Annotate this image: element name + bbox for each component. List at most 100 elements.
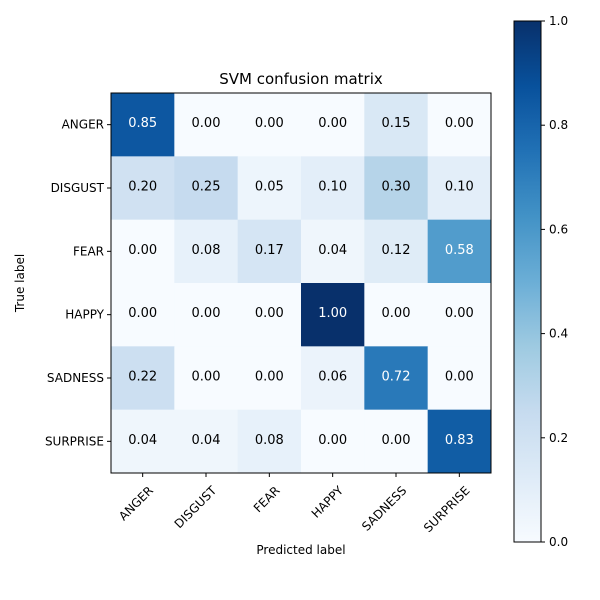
heatmap-cell [174,409,239,474]
x-tick-label: FEAR [251,483,283,515]
heatmap-cell [174,219,239,284]
heatmap-cell [427,409,492,474]
cell-value-label: 0.08 [255,433,284,448]
heatmap-cell [301,283,365,347]
heatmap-cell [301,219,365,284]
cell-value-label: 1.00 [318,306,347,321]
cell-value-label: 0.10 [318,180,347,195]
x-tick-label: ANGER [116,483,156,523]
cell-value-label: 0.72 [382,370,411,385]
heatmap-cell [111,346,175,411]
cell-value-label: 0.00 [128,306,157,321]
heatmap-cell [427,346,492,411]
heatmap-cell [301,156,365,221]
colorbar-tick-label: 0.4 [549,327,568,341]
cell-value-label: 0.04 [318,243,347,258]
y-tick-label: FEAR [73,244,104,258]
cell-value-label: 0.00 [445,306,474,321]
x-tick-label: SADNESS [359,483,409,533]
y-tick-label: DISGUST [51,181,105,195]
y-axis-label: True label [13,254,27,313]
y-tick-label: SADNESS [47,371,104,385]
heatmap-cell [301,93,365,157]
heatmap-cell [364,93,429,157]
cell-value-label: 0.00 [445,116,474,131]
heatmap-cell [364,219,429,284]
heatmap-cell [111,93,175,157]
x-axis-label: Predicted label [256,543,345,557]
cell-value-label: 0.00 [382,433,411,448]
colorbar-tick-label: 0.6 [549,222,568,236]
heatmap-cell [364,346,429,411]
heatmap-cell [111,156,175,221]
heatmap-cells: 0.85 0.00 0.00 0.00 0.15 0.00 0.20 0.25 0.05 0.10… [111,93,492,474]
heatmap-cell [427,219,492,284]
cell-value-label: 0.06 [318,370,347,385]
heatmap-cell [364,283,429,347]
cell-value-label: 0.08 [192,243,221,258]
heatmap-cell [427,93,492,157]
cell-value-label: 0.25 [192,180,221,195]
colorbar-tick-label: 0.2 [549,431,568,445]
colorbar-tick-label: 1.0 [549,14,568,28]
cell-value-label: 0.00 [192,370,221,385]
x-tick-label: SURPRISE [421,483,473,535]
heatmap-cell [111,283,175,347]
heatmap-cell [174,93,239,157]
colorbar-ticks: 0.0 0.2 0.4 0.6 0.8 1.0 [541,14,568,549]
colorbar [513,20,542,543]
heatmap-cell [364,156,429,221]
cell-value-label: 0.00 [318,433,347,448]
cell-value-label: 0.04 [128,433,157,448]
heatmap-cell [174,156,239,221]
heatmap-cell [237,409,302,474]
y-axis-ticks: ANGER DISGUST FEAR HAPPY SADNESS SURPRISE [45,118,111,448]
cell-value-label: 0.00 [255,306,284,321]
x-axis-ticks: ANGER DISGUST FEAR HAPPY SADNESS SURPRISE [116,473,473,535]
heatmap-cell [174,283,239,347]
cell-value-label: 0.00 [128,243,157,258]
cell-value-label: 0.00 [445,370,474,385]
heatmap-cell [111,409,175,474]
heatmap-cell [237,346,302,411]
cell-value-label: 0.00 [318,116,347,131]
y-tick-label: SURPRISE [45,434,104,448]
cell-value-label: 0.83 [445,433,474,448]
cell-value-label: 0.10 [445,180,474,195]
chart-title: SVM confusion matrix [219,70,383,88]
cell-value-label: 0.30 [382,180,411,195]
cell-value-label: 0.58 [445,243,474,258]
heatmap-cell [111,219,175,284]
colorbar-tick-label: 0.0 [549,535,568,549]
cell-value-label: 0.00 [255,116,284,131]
heatmap-cell [237,283,302,347]
x-tick-label: HAPPY [309,483,347,521]
heatmap-cell [301,346,365,411]
cell-value-label: 0.22 [128,370,157,385]
cell-value-label: 0.00 [192,116,221,131]
cell-value-label: 0.05 [255,180,284,195]
cell-value-label: 0.17 [255,243,284,258]
cell-value-label: 0.15 [382,116,411,131]
y-tick-label: ANGER [62,118,104,132]
heatmap-cell [237,156,302,221]
cell-value-label: 0.04 [192,433,221,448]
x-tick-label: DISGUST [172,483,220,531]
heatmap-cell [427,283,492,347]
cell-value-label: 0.00 [255,370,284,385]
cell-value-label: 0.00 [382,306,411,321]
heatmap-cell [237,219,302,284]
cell-value-label: 0.00 [192,306,221,321]
colorbar-tick-label: 0.8 [549,118,568,132]
heatmap-cell [364,409,429,474]
heatmap-cell [237,93,302,157]
cell-value-label: 0.12 [382,243,411,258]
cell-value-label: 0.20 [128,180,157,195]
y-tick-label: HAPPY [65,308,104,322]
heatmap-cell [174,346,239,411]
heatmap-cell [427,156,492,221]
heatmap-cell [301,409,365,474]
cell-value-label: 0.85 [128,116,157,131]
plot-frame [110,92,492,474]
